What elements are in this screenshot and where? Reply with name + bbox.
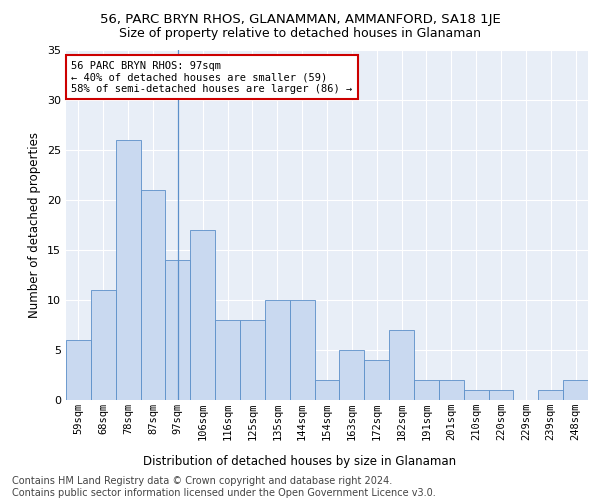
Bar (488, 390, 514, 400)
Bar (140, 190, 166, 400)
Bar (389, 330, 414, 400)
Bar (340, 350, 364, 400)
Bar (439, 380, 464, 400)
Bar (91, 290, 116, 400)
Text: Size of property relative to detached houses in Glanaman: Size of property relative to detached ho… (119, 28, 481, 40)
Bar (166, 260, 190, 400)
Bar (265, 300, 290, 400)
Bar (563, 380, 588, 400)
Y-axis label: Number of detached properties: Number of detached properties (28, 132, 41, 318)
Bar (116, 140, 140, 400)
Bar (464, 390, 488, 400)
Text: 56 PARC BRYN RHOS: 97sqm
← 40% of detached houses are smaller (59)
58% of semi-d: 56 PARC BRYN RHOS: 97sqm ← 40% of detach… (71, 60, 352, 94)
Bar (215, 320, 240, 400)
Text: Contains HM Land Registry data © Crown copyright and database right 2024.
Contai: Contains HM Land Registry data © Crown c… (12, 476, 436, 498)
Bar (66, 340, 91, 400)
Bar (414, 380, 439, 400)
Bar (364, 360, 389, 400)
Text: 56, PARC BRYN RHOS, GLANAMMAN, AMMANFORD, SA18 1JE: 56, PARC BRYN RHOS, GLANAMMAN, AMMANFORD… (100, 12, 500, 26)
Bar (290, 300, 314, 400)
Text: Distribution of detached houses by size in Glanaman: Distribution of detached houses by size … (143, 455, 457, 468)
Bar (314, 380, 340, 400)
Bar (538, 390, 563, 400)
Bar (190, 230, 215, 400)
Bar (240, 320, 265, 400)
